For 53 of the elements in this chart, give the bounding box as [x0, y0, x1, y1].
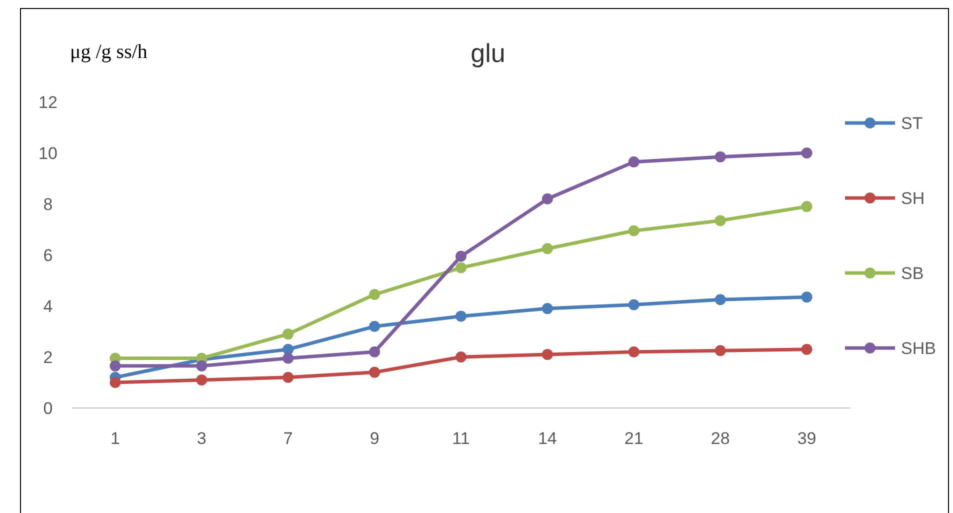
point [196, 374, 208, 386]
point [110, 360, 121, 372]
y-tick-label: 6 [43, 246, 53, 265]
point [369, 346, 380, 358]
point [628, 299, 640, 310]
point [369, 289, 380, 300]
point [456, 310, 466, 322]
point [196, 360, 208, 372]
point [542, 193, 553, 204]
x-tick-label: 21 [624, 429, 644, 448]
y-axis-title: μg /g ss/h [70, 41, 148, 63]
chart-title: glu [470, 38, 506, 68]
point [542, 303, 553, 314]
legend-label: SHB [901, 338, 936, 358]
point [282, 372, 294, 383]
x-tick-label: 28 [710, 429, 730, 448]
point [628, 346, 640, 358]
y-tick-label: 12 [38, 92, 58, 112]
x-tick-label: 11 [452, 429, 470, 448]
x-tick-label: 39 [797, 429, 816, 448]
point [369, 320, 380, 332]
point [542, 243, 553, 254]
point [628, 156, 640, 168]
legend-label: SB [901, 264, 924, 283]
point [801, 292, 812, 303]
point [714, 294, 726, 306]
point [714, 345, 726, 356]
point [628, 225, 640, 236]
x-tick-label: 14 [538, 429, 557, 448]
legend-label: SH [901, 188, 925, 208]
y-tick-label: 0 [43, 398, 53, 418]
point [110, 377, 121, 388]
point [456, 352, 466, 362]
point [456, 262, 466, 274]
x-tick-label: 1 [110, 429, 120, 448]
point [282, 328, 294, 340]
point [801, 148, 812, 158]
x-tick-label: 7 [283, 429, 293, 448]
y-tick-label: 8 [43, 194, 53, 214]
point [714, 151, 726, 162]
point [801, 201, 812, 212]
point [369, 366, 380, 378]
point [542, 348, 553, 360]
y-tick-label: 4 [43, 296, 53, 316]
legend-label: ST [901, 114, 923, 133]
y-tick-label: 10 [38, 144, 58, 163]
point [801, 344, 812, 355]
point [456, 250, 466, 262]
x-tick-label: 9 [370, 429, 380, 448]
point [714, 215, 726, 226]
point [282, 352, 294, 364]
x-tick-label: 3 [196, 429, 206, 448]
y-tick-label: 2 [43, 348, 53, 367]
